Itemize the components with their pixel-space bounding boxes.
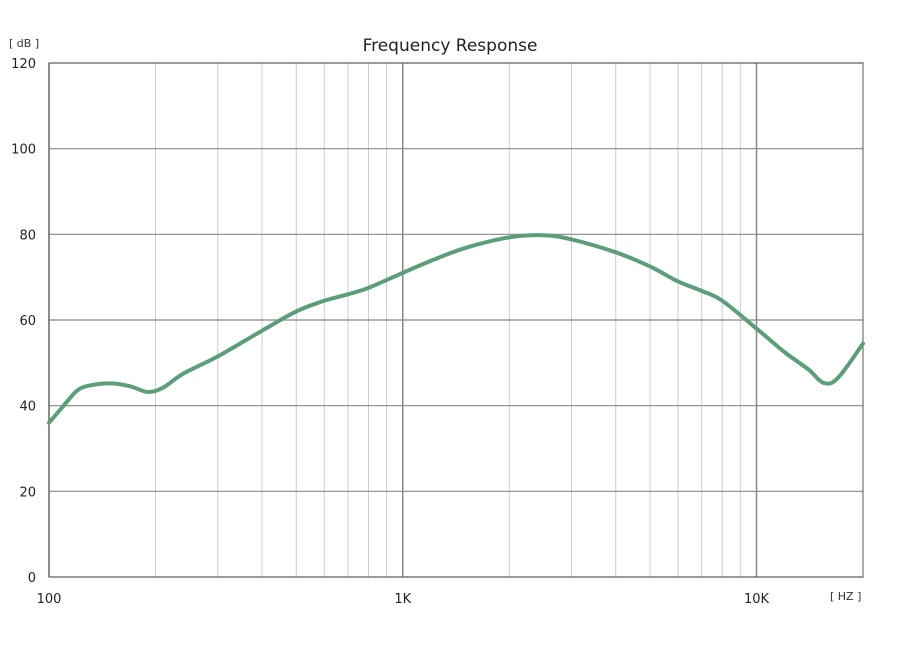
y-tick-label: 0 — [28, 571, 36, 586]
plot-frame — [48, 62, 864, 578]
x-axis-ticks: 100 1K 10K — [37, 592, 770, 607]
x-tick-label: 1K — [394, 592, 411, 607]
response-curve — [47, 233, 865, 425]
y-tick-label: 40 — [19, 400, 36, 415]
y-tick-label: 100 — [11, 143, 36, 158]
y-tick-label: 60 — [19, 314, 36, 329]
major-gridlines — [48, 62, 863, 578]
x-axis-label: [ HZ ] — [830, 590, 861, 603]
y-tick-label: 80 — [19, 228, 36, 243]
chart-title: Frequency Response — [363, 36, 538, 56]
x-tick-label: 100 — [37, 592, 62, 607]
y-tick-label: 120 — [11, 57, 36, 72]
x-tick-label: 10K — [744, 592, 770, 607]
y-axis-label: [ dB ] — [9, 37, 39, 50]
y-axis-ticks: 0 20 40 60 80 100 120 — [11, 57, 36, 586]
y-tick-label: 20 — [19, 485, 36, 500]
